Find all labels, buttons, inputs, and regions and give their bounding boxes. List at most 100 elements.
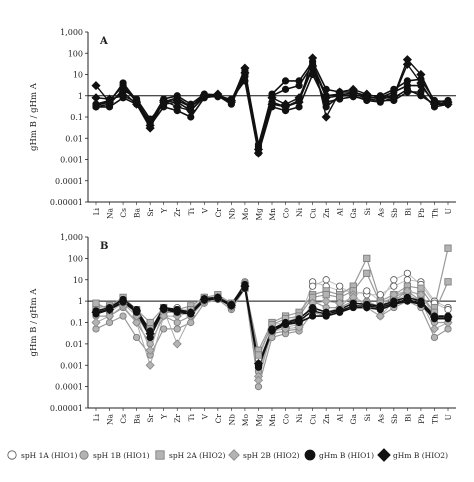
x-tick-label: Ga (349, 413, 358, 424)
data-point (429, 312, 440, 322)
legend-marker (79, 450, 89, 460)
data-point (104, 305, 115, 315)
x-tick-label: Nb (227, 414, 236, 426)
data-point (226, 300, 236, 310)
data-point (118, 91, 128, 101)
data-point (159, 303, 169, 314)
data-point (91, 317, 101, 328)
y-tick-label: 0.00001 (50, 198, 83, 207)
x-tick-label: Cu (309, 414, 318, 425)
x-tick-label: Cr (214, 208, 223, 218)
x-tick-label: Na (106, 207, 115, 219)
data-point (362, 92, 372, 102)
data-point (160, 325, 168, 333)
data-point (159, 311, 169, 321)
x-tick-label: Mg (254, 208, 263, 221)
y-tick-label: 10 (73, 71, 83, 80)
x-tick-label: Ti (187, 207, 196, 215)
legend: spH 1A (HIO1) spH 1B (HIO1) spH 2A (HIO2) s… (7, 448, 448, 462)
x-tick-label: Ga (349, 207, 358, 218)
data-point (294, 316, 304, 326)
data-point (226, 95, 236, 106)
x-tick-label: As (376, 414, 385, 424)
data-point (92, 103, 100, 111)
series-markers (91, 59, 453, 154)
data-point (267, 93, 277, 103)
data-point (267, 325, 277, 335)
y-axis-label: gHm B / gHm A (29, 288, 39, 357)
data-point (295, 82, 303, 90)
data-point (416, 298, 426, 308)
data-point (348, 301, 358, 311)
x-tick-label: Si (363, 413, 372, 421)
x-tick-label: Sr (146, 208, 155, 217)
x-tick-label: Li (92, 207, 101, 215)
data-point (336, 282, 344, 290)
x-tick-label: Cu (309, 208, 318, 219)
data-point (119, 312, 127, 320)
y-tick-label: 1 (78, 92, 83, 101)
legend-marker (7, 450, 17, 460)
data-point (416, 78, 426, 88)
x-tick-label: Sr (146, 414, 155, 423)
data-point (322, 85, 330, 93)
data-point (403, 82, 411, 90)
data-point (363, 254, 371, 262)
x-tick-label: Sb (390, 414, 399, 424)
x-tick-label: V (200, 207, 209, 214)
y-tick-label: 0.00001 (50, 404, 83, 413)
data-point (159, 97, 169, 107)
x-tick-label: As (376, 208, 385, 218)
y-tick-label: 0.001 (60, 361, 83, 370)
data-point (402, 59, 412, 69)
x-tick-label: Zn (322, 414, 331, 424)
data-point (91, 307, 101, 317)
data-point (444, 244, 452, 252)
x-tick-label: Na (106, 413, 115, 425)
legend-marker (304, 449, 316, 461)
data-point (403, 269, 411, 277)
data-point (186, 102, 196, 112)
y-tick-label: 1 (78, 297, 83, 306)
x-tick-label: Ni (295, 413, 304, 423)
x-tick-label: Si (363, 207, 372, 215)
data-point (375, 94, 385, 104)
data-point (281, 85, 290, 93)
x-tick-label: Cr (214, 414, 223, 424)
y-tick-label: 100 (68, 49, 83, 58)
data-point (92, 299, 100, 307)
y-tick-label: 100 (68, 254, 83, 263)
data-point (335, 306, 345, 316)
x-tick-label: Co (282, 414, 291, 425)
x-tick-label: Mo (241, 414, 250, 427)
x-tick-label: Pb (417, 208, 426, 218)
data-point (308, 306, 318, 316)
x-tick-label: Sb (390, 208, 399, 218)
data-point (417, 88, 425, 96)
x-tick-label: Mo (241, 208, 250, 221)
x-tick-label: U (444, 414, 453, 420)
x-tick-label: Bi (403, 207, 412, 216)
data-point (118, 296, 128, 306)
x-tick-label: Nb (227, 208, 236, 220)
x-tick-label: Ba (133, 413, 142, 424)
data-point (443, 312, 453, 322)
panel-b: 0.00001 0.0001 0.001 0.01 0.1 1 10 100 1,000 Li Na… (29, 233, 456, 427)
x-tick-label: Li (92, 413, 101, 421)
x-tick-label: Mn (268, 208, 277, 221)
data-point (280, 318, 291, 329)
data-point (390, 276, 398, 284)
y-tick-label: 0.0001 (55, 383, 83, 392)
data-point (254, 351, 263, 359)
x-tick-label: Ba (133, 207, 142, 218)
data-point (403, 88, 411, 96)
legend-label: spH 2B (HIO2) (243, 451, 300, 460)
x-tick-label: Mg (254, 414, 263, 427)
data-point (91, 93, 101, 103)
data-point (267, 99, 277, 109)
x-tick-label: Y (160, 413, 169, 420)
data-point (104, 94, 115, 104)
data-point (389, 298, 399, 308)
data-point (363, 269, 371, 277)
